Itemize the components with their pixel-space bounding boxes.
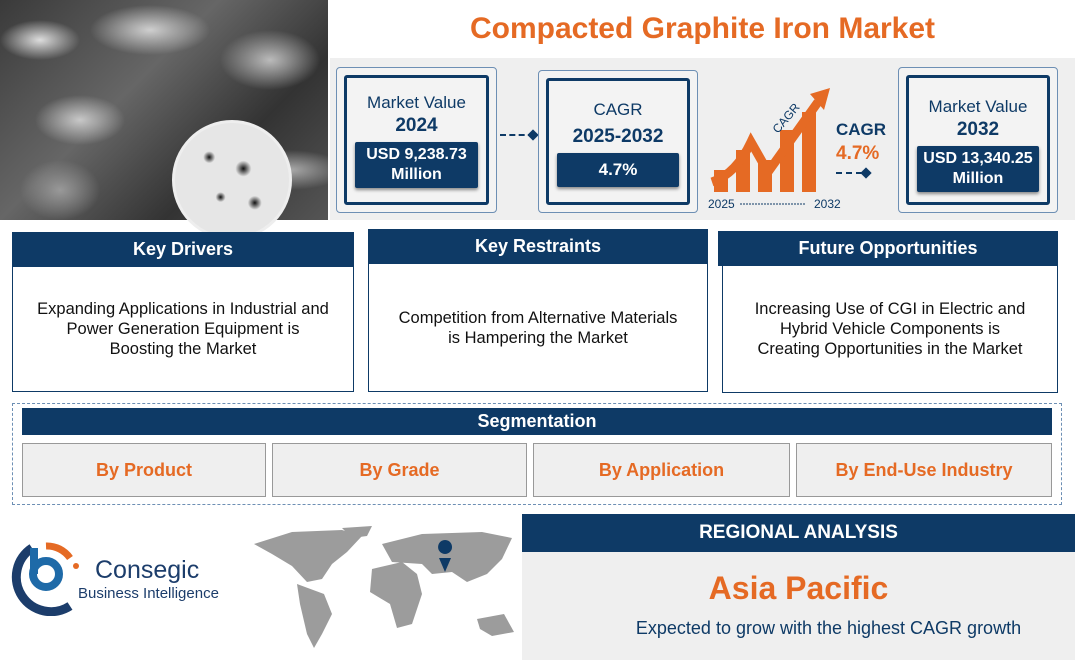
logo-tagline: Business Intelligence	[78, 585, 219, 602]
key-restraints-header: Key Restraints	[368, 229, 708, 264]
key-drivers-header: Key Drivers	[12, 232, 354, 267]
region-description: Expected to grow with the highest CAGR g…	[635, 618, 1022, 638]
card-label: Market Value	[367, 93, 466, 112]
region-name: Asia Pacific	[708, 570, 889, 606]
cagr-label: CAGR	[836, 120, 887, 139]
connector-line	[836, 172, 862, 174]
future-opportunities-header: Future Opportunities	[718, 231, 1058, 266]
card-years: 2025-2032	[572, 126, 664, 147]
end-year: 2032	[814, 197, 841, 211]
segmentation-box	[12, 403, 1062, 505]
magnified-microstructure-image	[172, 120, 292, 240]
segment-by-product[interactable]: By Product	[22, 443, 266, 497]
card-year: 2024	[395, 115, 438, 136]
segment-by-grade[interactable]: By Grade	[272, 443, 527, 497]
card-year: 2032	[956, 119, 1000, 140]
card-value: USD 9,238.73 Million	[355, 142, 478, 188]
cagr-growth-graphic-icon: CAGR 2025 2032	[708, 88, 841, 211]
segment-by-application[interactable]: By Application	[533, 443, 790, 497]
regional-analysis-header: REGIONAL ANALYSIS	[522, 514, 1075, 552]
future-opportunities-text: Increasing Use of CGI in Electric and Hy…	[722, 266, 1058, 393]
market-value-2024-card: Market Value 2024 USD 9,238.73 Million	[336, 67, 497, 213]
key-drivers-text: Expanding Applications in Industrial and…	[12, 267, 354, 392]
logo-name: Consegic	[95, 556, 200, 584]
page-title: Compacted Graphite Iron Market	[469, 12, 936, 45]
market-value-2032-card: Market Value 2032 USD 13,340.25 Million	[898, 67, 1058, 213]
world-map-icon	[254, 526, 514, 648]
card-value: 4.7%	[557, 153, 679, 187]
connector-line	[500, 134, 534, 136]
card-label: CAGR	[593, 100, 643, 119]
cagr-card: CAGR 2025-2032 4.7%	[538, 70, 698, 213]
start-year: 2025	[708, 197, 735, 211]
segment-by-end-use-industry[interactable]: By End-Use Industry	[796, 443, 1052, 497]
consegic-logo-icon	[11, 542, 79, 616]
key-restraints-text: Competition from Alternative Materials i…	[368, 264, 708, 392]
card-label: Market Value	[928, 97, 1028, 116]
segmentation-header: Segmentation	[22, 408, 1052, 435]
card-value: USD 13,340.25 Million	[917, 146, 1039, 192]
cagr-value: 4.7%	[836, 143, 880, 164]
